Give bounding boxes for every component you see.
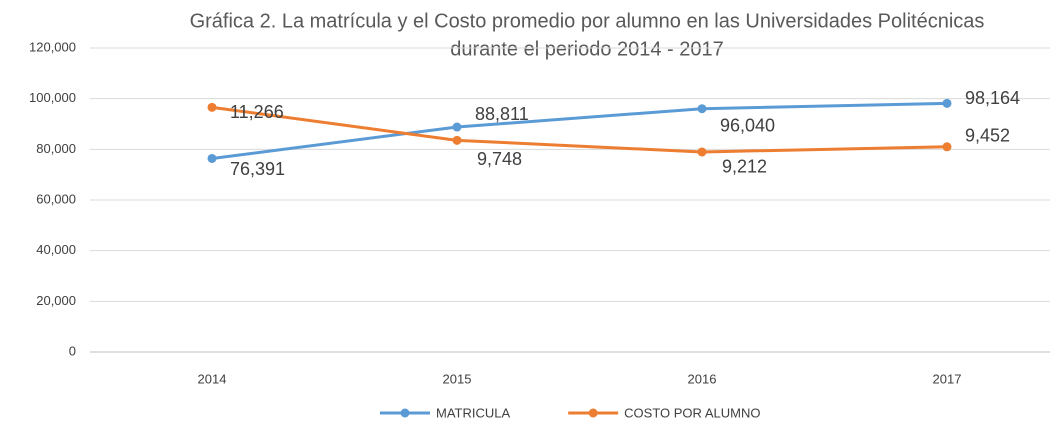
data-point bbox=[942, 142, 952, 152]
legend-marker bbox=[588, 408, 598, 418]
data-label: 76,391 bbox=[230, 159, 285, 179]
chart-title: Gráfica 2. La matrícula y el Costo prome… bbox=[190, 10, 985, 32]
y-tick-label: 80,000 bbox=[36, 141, 76, 156]
data-point bbox=[207, 153, 217, 163]
data-point bbox=[452, 135, 462, 145]
legend-label: COSTO POR ALUMNO bbox=[624, 405, 760, 420]
data-label: 88,811 bbox=[475, 104, 529, 124]
data-point bbox=[942, 98, 952, 108]
x-tick-label: 2015 bbox=[443, 371, 472, 386]
x-tick-label: 2016 bbox=[688, 371, 717, 386]
data-point bbox=[697, 104, 707, 114]
data-label: 96,040 bbox=[720, 115, 775, 135]
y-tick-label: 20,000 bbox=[36, 293, 76, 308]
data-point bbox=[452, 122, 462, 132]
y-tick-label: 100,000 bbox=[29, 90, 76, 105]
legend-marker bbox=[400, 408, 410, 418]
y-tick-label: 120,000 bbox=[29, 39, 76, 54]
series-line bbox=[211, 101, 948, 160]
y-tick-label: 0 bbox=[69, 343, 76, 358]
x-tick-label: 2014 bbox=[198, 371, 227, 386]
y-tick-label: 40,000 bbox=[36, 242, 76, 257]
data-label: 11,266 bbox=[230, 102, 284, 122]
data-label: 98,164 bbox=[965, 88, 1020, 108]
series-line bbox=[211, 105, 948, 154]
data-label: 9,452 bbox=[965, 126, 1010, 146]
legend-label: MATRICULA bbox=[436, 405, 510, 420]
data-label: 9,212 bbox=[722, 157, 767, 177]
data-label: 9,748 bbox=[477, 149, 522, 169]
chart-subtitle: durante el periodo 2014 - 2017 bbox=[450, 38, 724, 60]
y-tick-label: 60,000 bbox=[36, 191, 76, 206]
x-tick-label: 2017 bbox=[933, 371, 962, 386]
data-point bbox=[697, 147, 707, 157]
data-point bbox=[207, 102, 217, 112]
